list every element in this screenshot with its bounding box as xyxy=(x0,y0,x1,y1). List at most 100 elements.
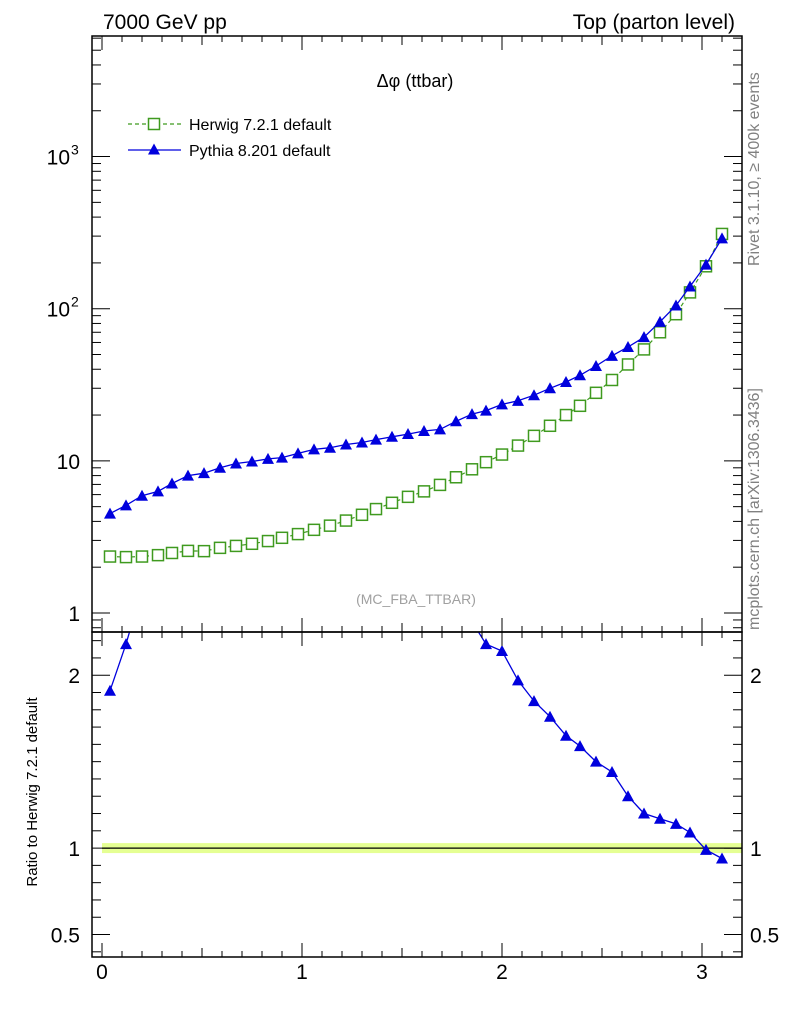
ratio-pythia-point xyxy=(434,614,446,625)
pythia-data-point xyxy=(104,507,116,519)
ratio-y-tick-label-right: 1 xyxy=(750,838,762,861)
legend-pythia-label: Pythia 8.201 default xyxy=(189,143,331,160)
ratio-pythia-point xyxy=(214,434,226,445)
pythia-data-point xyxy=(606,349,618,361)
pythia-data-point xyxy=(638,331,650,343)
pythia-data-point xyxy=(450,415,462,427)
x-tick-label: 2 xyxy=(496,961,508,984)
ratio-pythia-point xyxy=(308,431,320,442)
pythia-data-point xyxy=(370,433,382,445)
herwig-data-point xyxy=(197,544,211,558)
ratio-pythia-point xyxy=(716,852,728,864)
ratio-pythia-point xyxy=(590,755,602,767)
herwig-data-point xyxy=(605,373,619,387)
ratio-pythia-point xyxy=(166,521,178,532)
ratio-pythia-point xyxy=(622,790,634,802)
herwig-data-point xyxy=(261,534,275,548)
ratio-pythia-point xyxy=(104,684,116,696)
ratio-y-tick-label-left: 1 xyxy=(68,838,80,861)
legend-entry-pythia: Pythia 8.201 default xyxy=(128,143,331,160)
ratio-pythia-point xyxy=(120,638,132,650)
herwig-data-point xyxy=(653,326,667,339)
herwig-data-point xyxy=(465,463,479,476)
herwig-data-point xyxy=(543,419,557,433)
herwig-data-point xyxy=(511,439,525,452)
herwig-data-point xyxy=(527,429,541,443)
herwig-data-point xyxy=(479,455,493,469)
ratio-pythia-point xyxy=(402,567,414,578)
pythia-data-point xyxy=(198,467,210,479)
x-tick-labels: 0 1 2 3 xyxy=(96,961,708,984)
ratio-y-tick-label-left: 2 xyxy=(68,665,80,688)
pythia-data-point xyxy=(670,299,682,311)
pythia-data-point xyxy=(324,441,336,453)
ratio-pythia-point xyxy=(466,616,478,627)
main-y-tick-label: 1 xyxy=(68,603,80,626)
herwig-data-point xyxy=(291,527,305,541)
pythia-data-point xyxy=(308,443,320,455)
herwig-data-point xyxy=(621,358,635,371)
ratio-pythia-point xyxy=(606,766,618,778)
ratio-pythia-point xyxy=(262,415,274,426)
legend-herwig-marker xyxy=(147,117,161,131)
pythia-data-point xyxy=(466,408,478,420)
herwig-data-point xyxy=(355,508,369,522)
pythia-data-point xyxy=(136,489,148,501)
herwig-series-line xyxy=(109,233,723,558)
herwig-data-point xyxy=(433,478,447,492)
pythia-data-point xyxy=(512,394,524,406)
pythia-data-point xyxy=(246,455,258,467)
ratio-pythia-point xyxy=(574,740,586,752)
ratio-y-tick-label-left: 0.5 xyxy=(51,925,80,948)
ratio-pythia-point xyxy=(700,843,712,855)
header-right-label: Top (parton level) xyxy=(573,11,735,34)
x-tick-label: 1 xyxy=(296,961,308,984)
ratio-pythia-point xyxy=(152,562,164,573)
pythia-data-point xyxy=(214,461,226,473)
herwig-data-point xyxy=(369,502,383,516)
ratio-y-tick-label-right: 0.5 xyxy=(750,925,779,948)
plot-title: Δφ (ttbar) xyxy=(377,71,454,91)
ratio-pythia-point xyxy=(496,645,508,657)
legend: Herwig 7.2.1 default Pythia 8.201 defaul… xyxy=(128,117,332,160)
herwig-data-point xyxy=(559,408,573,422)
herwig-data-point xyxy=(103,550,117,563)
ratio-plot-frame xyxy=(91,631,743,958)
pythia-data-point xyxy=(120,499,132,511)
ratio-pythia-point xyxy=(324,453,336,464)
herwig-data-point xyxy=(181,544,195,558)
ratio-y-tick-labels: 0.5 0.5 1 1 2 2 xyxy=(51,665,779,947)
herwig-data-point xyxy=(385,496,399,510)
pythia-data-point xyxy=(152,485,164,497)
pythia-data-point xyxy=(590,360,602,372)
ratio-pythia-point xyxy=(544,710,556,722)
ratio-pythia-point xyxy=(560,729,572,741)
legend-herwig-label: Herwig 7.2.1 default xyxy=(189,117,332,134)
herwig-data-point xyxy=(275,531,289,545)
herwig-data-point xyxy=(213,541,227,555)
pythia-data-point xyxy=(230,457,242,469)
ratio-pythia-point xyxy=(386,545,398,556)
pythia-data-point xyxy=(654,315,666,327)
herwig-data-point xyxy=(449,471,463,484)
ratio-y-tick-label-right: 2 xyxy=(750,665,762,688)
herwig-data-point xyxy=(573,399,587,413)
analysis-watermark: (MC_FBA_TTBAR) xyxy=(356,591,476,607)
pythia-data-point xyxy=(574,369,586,381)
ratio-pythia-point xyxy=(528,695,540,707)
pythia-data-point xyxy=(182,469,194,481)
legend-entry-herwig: Herwig 7.2.1 default xyxy=(128,117,332,134)
pythia-data-point xyxy=(434,423,446,435)
ratio-pythia-point xyxy=(198,453,210,464)
ratio-pythia-point xyxy=(654,812,666,824)
ratio-pythia-point xyxy=(670,817,682,829)
pythia-data-point xyxy=(480,404,492,416)
herwig-data-point xyxy=(135,550,149,563)
herwig-data-point xyxy=(151,548,165,562)
herwig-data-point xyxy=(307,523,321,537)
ratio-pythia-point xyxy=(450,612,462,623)
main-y-tick-exponent: 3 xyxy=(71,142,79,158)
herwig-data-point xyxy=(401,490,415,504)
main-axis-ticks xyxy=(92,36,743,632)
